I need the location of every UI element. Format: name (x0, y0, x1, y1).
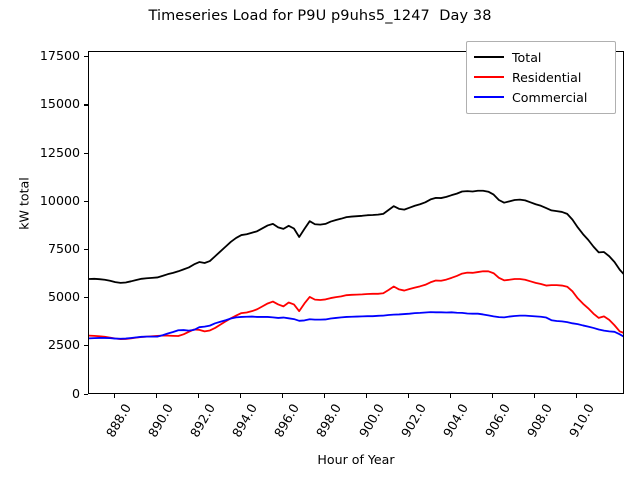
x-tick-mark (239, 394, 241, 398)
x-tick-mark (366, 394, 368, 398)
y-tick-label: 0 (71, 385, 80, 401)
legend-label: Total (512, 49, 542, 65)
y-tick-mark (84, 248, 88, 251)
x-tick-label: 896.0 (271, 401, 303, 440)
legend-color-swatch (474, 96, 504, 98)
series-lines (89, 189, 623, 341)
x-tick-mark (155, 394, 157, 398)
chart-title: Timeseries Load for P9U p9uhs5_1247 Day … (148, 8, 492, 24)
y-tick-label: 5000 (47, 289, 80, 305)
plot-area (88, 51, 624, 394)
x-tick-label: 904.0 (439, 401, 471, 440)
x-axis-label: Hour of Year (317, 452, 395, 467)
x-tick-mark (281, 394, 284, 398)
x-tick-label: 906.0 (481, 401, 513, 440)
legend-color-swatch (474, 76, 504, 78)
x-tick-mark (197, 394, 199, 398)
legend-item-commercial[interactable]: Commercial (474, 87, 608, 107)
legend-item-residential[interactable]: Residential (474, 67, 608, 87)
x-tick-label: 892.0 (187, 401, 219, 440)
x-tick-label: 902.0 (397, 401, 429, 440)
x-tick-mark (450, 394, 452, 398)
x-tick-mark (323, 394, 326, 398)
x-tick-mark (113, 394, 115, 398)
legend-label: Commercial (512, 89, 588, 105)
y-tick-mark (84, 104, 88, 106)
chart-legend: Total Residential Commercial (466, 41, 616, 114)
y-tick-label: 15000 (39, 96, 80, 112)
x-tick-mark (408, 394, 410, 398)
x-tick-label: 894.0 (229, 401, 261, 440)
y-tick-mark (84, 56, 88, 58)
y-tick-mark (84, 345, 88, 347)
y-tick-mark (84, 393, 88, 395)
series-line-total (89, 189, 623, 284)
legend-item-total[interactable]: Total (474, 47, 608, 67)
y-tick-label: 17500 (39, 48, 80, 64)
y-tick-mark (84, 152, 88, 154)
x-tick-label: 888.0 (103, 401, 135, 440)
x-tick-label: 898.0 (313, 401, 345, 440)
y-tick-label: 10000 (39, 192, 80, 208)
legend-label: Residential (512, 69, 582, 85)
x-tick-mark (576, 394, 578, 398)
x-tick-mark (534, 394, 536, 398)
series-line-residential (89, 270, 623, 341)
y-tick-label: 7500 (47, 240, 80, 256)
x-tick-mark (492, 394, 494, 398)
x-tick-label: 890.0 (145, 401, 177, 440)
y-tick-mark (84, 297, 88, 299)
y-tick-mark (84, 200, 88, 202)
y-tick-label: 12500 (39, 144, 80, 160)
y-tick-label: 2500 (47, 337, 80, 353)
x-tick-label: 910.0 (565, 401, 597, 440)
x-tick-label: 900.0 (355, 401, 387, 440)
legend-color-swatch (474, 56, 504, 58)
x-tick-label: 908.0 (523, 401, 555, 440)
series-line-commercial (89, 311, 623, 340)
